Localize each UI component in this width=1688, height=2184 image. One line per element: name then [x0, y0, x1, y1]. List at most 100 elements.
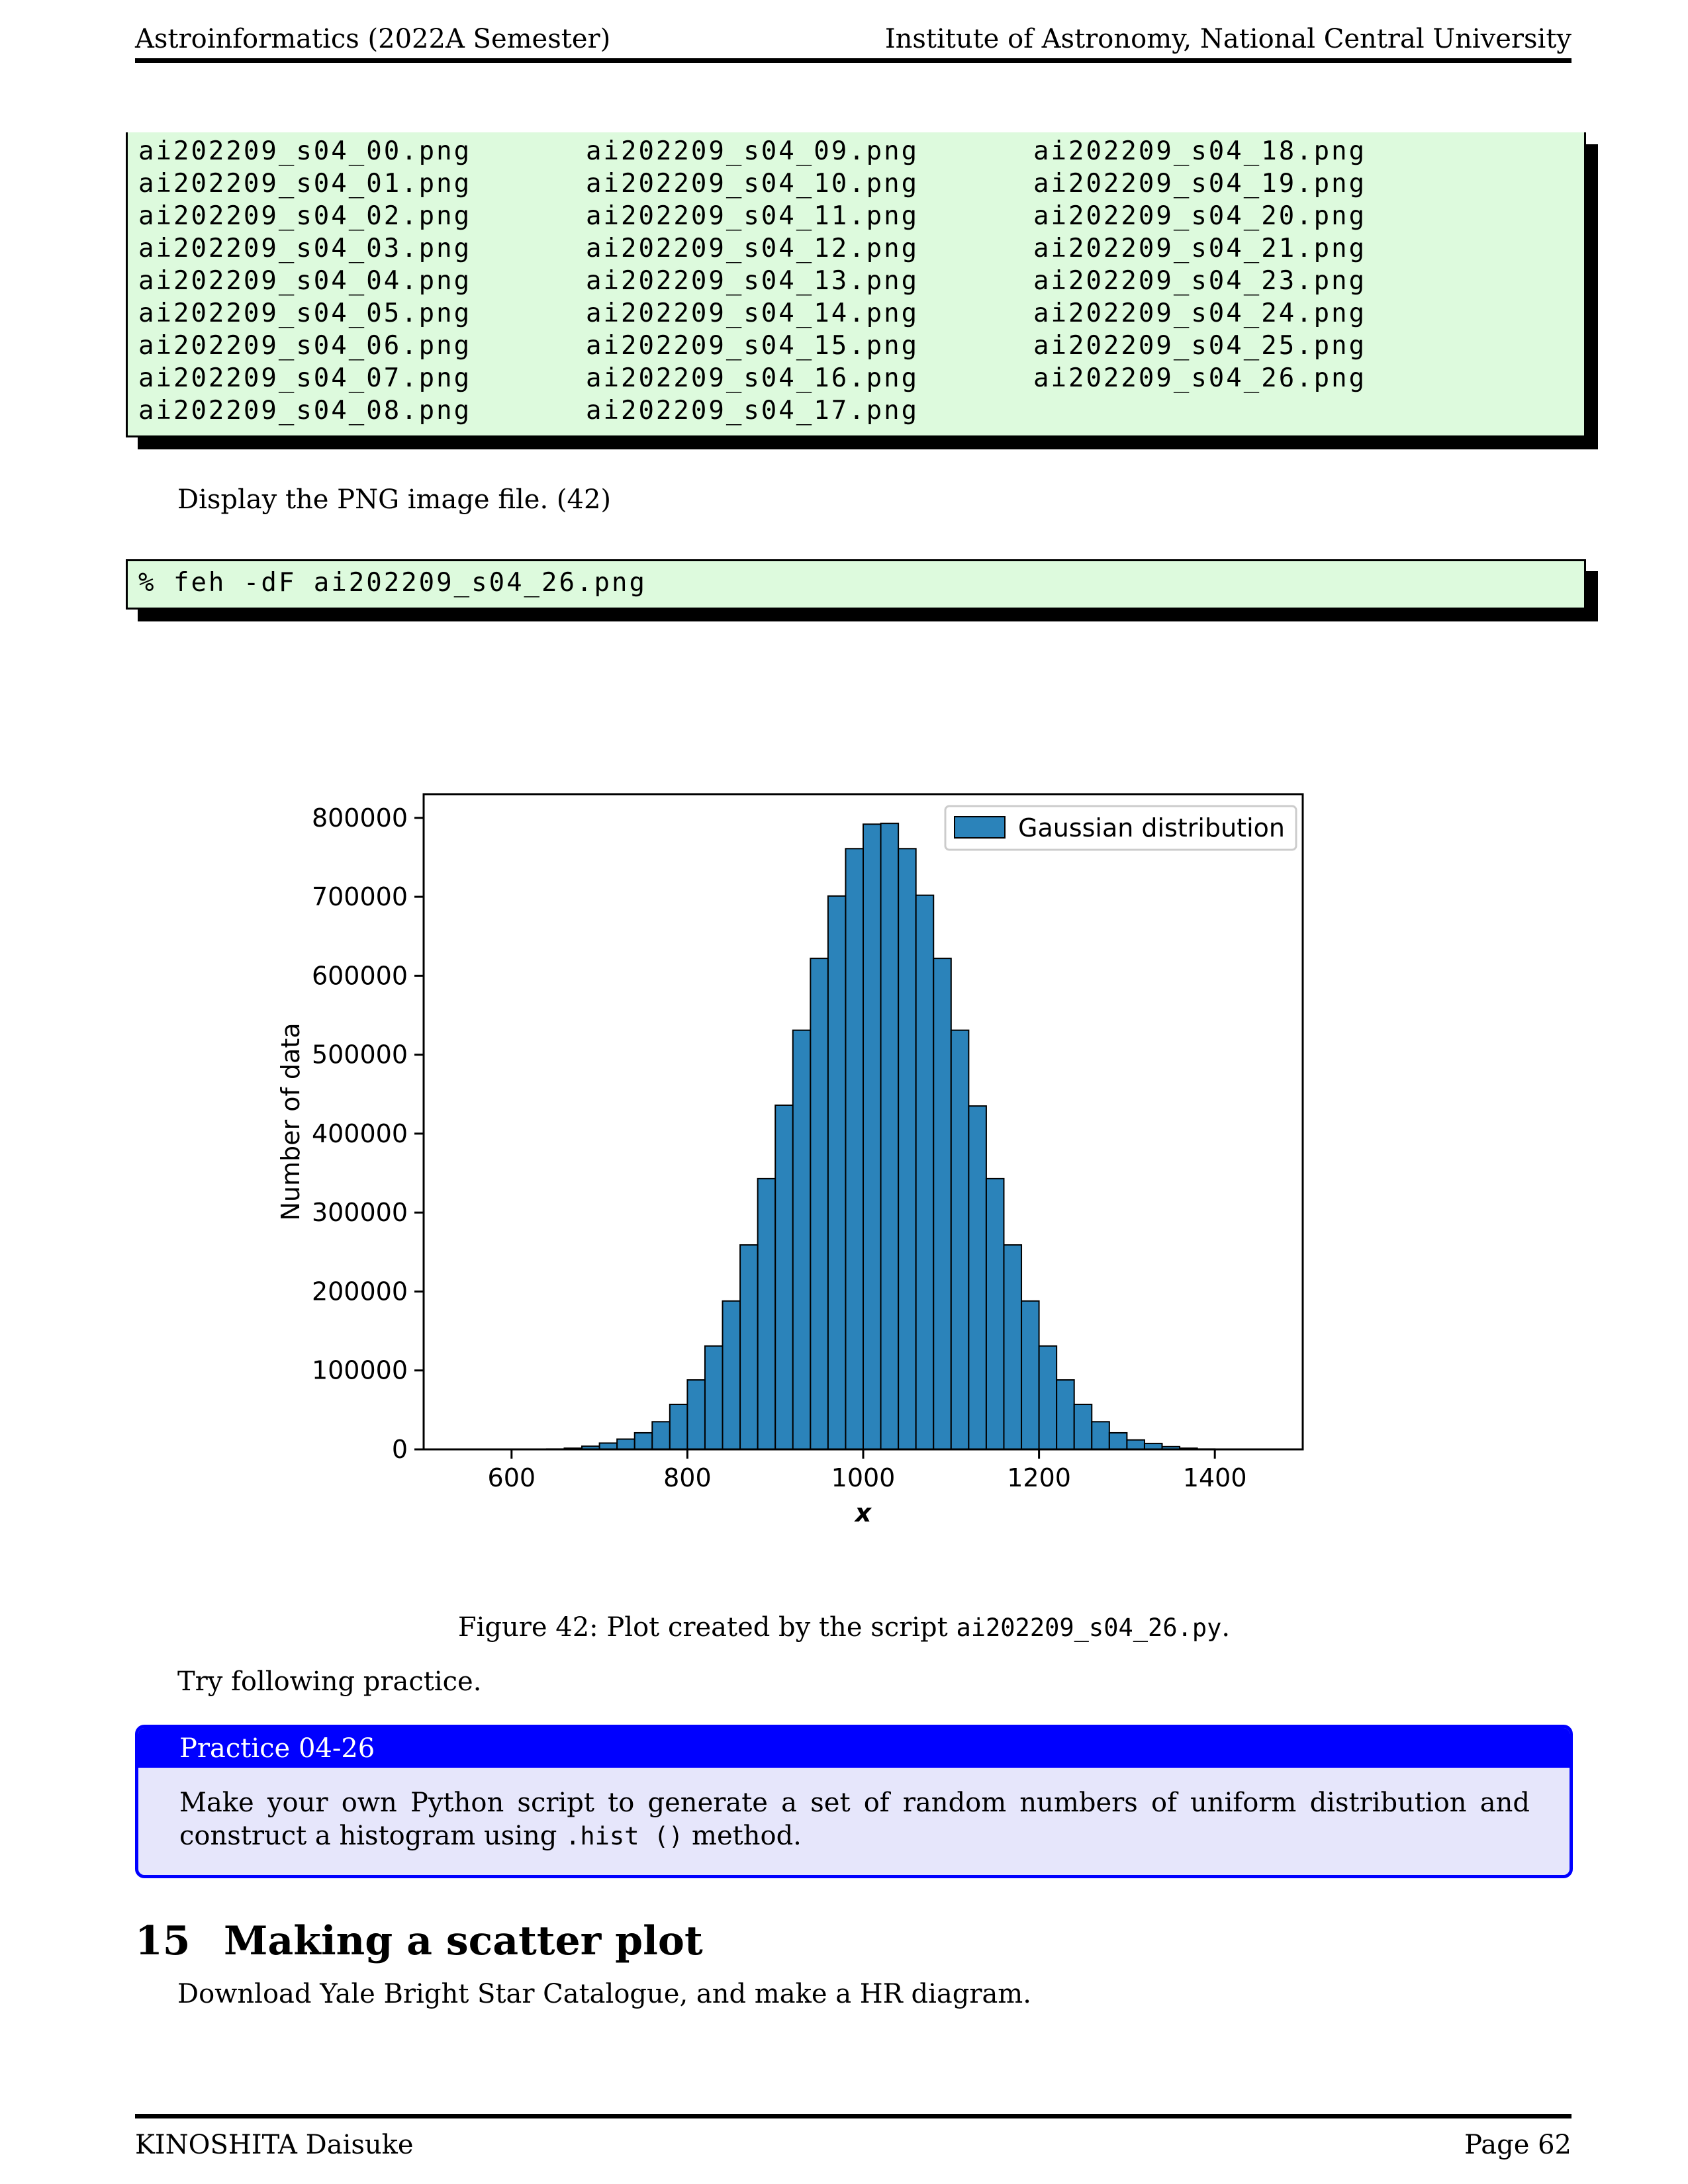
legend-box [944, 805, 1297, 851]
listing-file-name: ai202209_s04_06.png [138, 331, 472, 361]
y-tick-label: 600000 [312, 961, 408, 990]
histogram-bar [704, 1345, 724, 1451]
listing-row: ai202209_s04_02.png ai202209_s04_11.png ai… [138, 201, 1581, 234]
histogram-bar [1108, 1432, 1128, 1450]
listing-file-name: ai202209_s04_12.png [586, 234, 919, 263]
listing-row: ai202209_s04_00.png ai202209_s04_09.png ai… [138, 136, 1581, 169]
x-tick-label: 1000 [831, 1463, 896, 1492]
listing-file-name: ai202209_s04_04.png [138, 266, 472, 296]
y-axis-label: Number of data [276, 1023, 305, 1220]
listing-file-name: ai202209_s04_15.png [586, 331, 919, 361]
legend-label: Gaussian distribution [1018, 813, 1285, 842]
listing-file-name: ai202209_s04_01.png [138, 169, 472, 199]
listing-file-name: ai202209_s04_00.png [138, 136, 472, 166]
histogram-bar [950, 1029, 970, 1450]
listing-row: ai202209_s04_08.png ai202209_s04_17.png [138, 396, 1581, 428]
listing-file-name: ai202209_s04_07.png [138, 363, 472, 393]
footer-right: Page 62 [1464, 2130, 1571, 2160]
try-practice-text: Try following practice. [177, 1666, 482, 1697]
footer-left: KINOSHITA Daisuke [135, 2130, 414, 2160]
histogram-bar [968, 1105, 987, 1450]
figure-caption: Figure 42: Plot created by the script ai… [0, 1612, 1688, 1643]
histogram-bar [757, 1177, 776, 1450]
header-right: Institute of Astronomy, National Central… [884, 24, 1571, 54]
plot-frame [422, 793, 1304, 1451]
x-tick-label: 1200 [1007, 1463, 1071, 1492]
histogram-bar [863, 823, 882, 1450]
listing-file-name: ai202209_s04_23.png [1033, 266, 1367, 296]
x-tick-label: 600 [488, 1463, 536, 1492]
y-tick-label: 500000 [312, 1040, 408, 1069]
listing-file-name: ai202209_s04_05.png [138, 298, 472, 328]
listing-file-name: ai202209_s04_26.png [1033, 363, 1367, 393]
histogram-bar [985, 1177, 1005, 1450]
histogram-bar [845, 848, 864, 1450]
listing-file-name: ai202209_s04_18.png [1033, 136, 1367, 166]
histogram-bar [651, 1421, 671, 1450]
histogram-bar [616, 1438, 635, 1450]
section-number: 15 [135, 1918, 191, 1964]
listing-file-name: ai202209_s04_10.png [586, 169, 919, 199]
practice-box: Practice 04-26 Make your own Python scri… [135, 1725, 1573, 1878]
listing-row: ai202209_s04_01.png ai202209_s04_10.png ai… [138, 169, 1581, 201]
x-axis-label: x [854, 1498, 872, 1527]
display-instruction: Display the PNG image file. (42) [177, 484, 611, 515]
legend: Gaussian distribution [944, 805, 1297, 851]
x-tick-label: 800 [663, 1463, 712, 1492]
y-tick-label: 400000 [312, 1119, 408, 1148]
listing-row: ai202209_s04_03.png ai202209_s04_12.png ai… [138, 234, 1581, 266]
y-tick-label: 700000 [312, 882, 408, 911]
listing-file-name: ai202209_s04_08.png [138, 396, 472, 426]
caption-script-name: ai202209_s04_26.py [956, 1614, 1222, 1642]
practice-body: Make your own Python script to generate … [179, 1786, 1530, 1853]
y-tick-label: 800000 [312, 803, 408, 833]
listing-row: ai202209_s04_07.png ai202209_s04_16.png ai… [138, 363, 1581, 396]
histogram-bar [915, 894, 935, 1451]
practice-body-end: method. [692, 1821, 802, 1851]
practice-title: Practice 04-26 [179, 1733, 375, 1764]
header-left: Astroinformatics (2022A Semester) [135, 24, 611, 54]
footer-rule [135, 2114, 1571, 2118]
listing-file-name: ai202209_s04_19.png [1033, 169, 1367, 199]
listing-row: ai202209_s04_05.png ai202209_s04_14.png ai… [138, 298, 1581, 331]
histogram-bar [880, 823, 900, 1451]
histogram-bars [545, 823, 1216, 1451]
histogram-bar [792, 1029, 812, 1450]
listing-file-name: ai202209_s04_21.png [1033, 234, 1367, 263]
histogram-bar [633, 1432, 653, 1450]
section-text: Download Yale Bright Star Catalogue, and… [177, 1979, 1031, 2009]
histogram-bar [686, 1379, 706, 1450]
histogram-bar [739, 1244, 759, 1450]
listing-file-name: ai202209_s04_20.png [1033, 201, 1367, 231]
axis-ticks: 600 800 1000 1200 1400 0 100000 200000 300000 400… [312, 803, 1247, 1492]
header-rule [135, 58, 1571, 63]
legend-swatch [954, 816, 1006, 839]
listing-file-name: ai202209_s04_03.png [138, 234, 472, 263]
command-text: % feh -dF ai202209_s04_26.png [138, 568, 647, 598]
histogram-chart: 600 800 1000 1200 1400 0 100000 200000 300000 400… [276, 793, 1304, 1527]
y-tick-label: 100000 [312, 1356, 408, 1385]
listing-file-name: ai202209_s04_16.png [586, 363, 919, 393]
histogram-bar [1056, 1379, 1075, 1450]
listing-file-name: ai202209_s04_17.png [586, 396, 919, 426]
listing-file-name: ai202209_s04_11.png [586, 201, 919, 231]
listing-file-name: ai202209_s04_09.png [586, 136, 919, 166]
histogram-bar [898, 848, 917, 1450]
histogram-bar [827, 895, 847, 1450]
listing-file-name: ai202209_s04_14.png [586, 298, 919, 328]
histogram-bar [722, 1300, 741, 1450]
practice-code: .hist () [565, 1822, 684, 1850]
listing-file-name: ai202209_s04_24.png [1033, 298, 1367, 328]
caption-prefix: Figure 42: Plot created by the script [457, 1612, 948, 1643]
histogram-bar [1126, 1439, 1145, 1451]
listing-row: ai202209_s04_06.png ai202209_s04_15.png ai… [138, 331, 1581, 363]
practice-body-text: Make your own Python script to generate … [179, 1788, 1530, 1851]
section-heading: 15 Making a scatter plot [135, 1918, 703, 1964]
y-tick-label: 200000 [312, 1277, 408, 1306]
listing-row: ai202209_s04_04.png ai202209_s04_13.png ai… [138, 266, 1581, 298]
y-tick-label: 300000 [312, 1198, 408, 1227]
section-title: Making a scatter plot [224, 1918, 703, 1964]
listing-file-name: ai202209_s04_13.png [586, 266, 919, 296]
histogram-bar [1091, 1421, 1110, 1450]
caption-suffix: . [1221, 1612, 1231, 1643]
